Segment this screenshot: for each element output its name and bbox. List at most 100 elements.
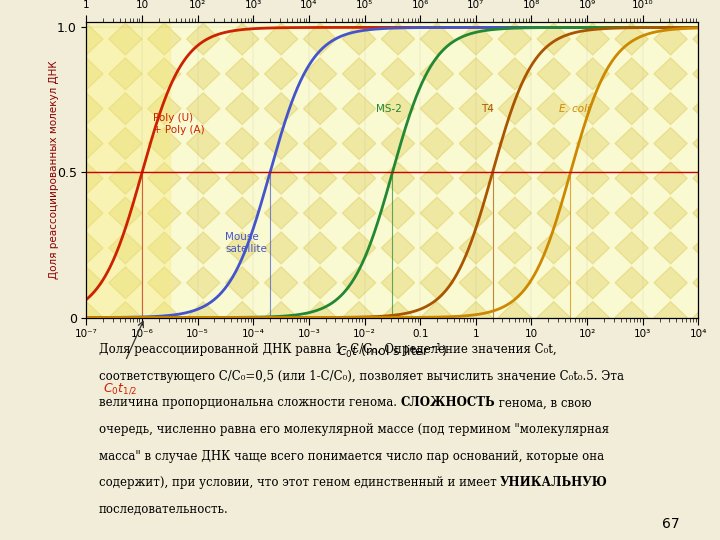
Text: MS-2: MS-2 <box>376 104 402 114</box>
Polygon shape <box>459 58 492 90</box>
Polygon shape <box>186 302 220 334</box>
Polygon shape <box>498 58 531 90</box>
Polygon shape <box>382 197 415 229</box>
Polygon shape <box>148 127 181 159</box>
Polygon shape <box>537 163 570 194</box>
Polygon shape <box>303 93 337 125</box>
Polygon shape <box>225 267 259 299</box>
Polygon shape <box>654 127 688 159</box>
Polygon shape <box>109 302 142 334</box>
Polygon shape <box>382 93 415 125</box>
Polygon shape <box>420 127 454 159</box>
Polygon shape <box>303 267 337 299</box>
Polygon shape <box>576 302 609 334</box>
Polygon shape <box>148 267 181 299</box>
Polygon shape <box>264 127 298 159</box>
Polygon shape <box>342 0 376 20</box>
Polygon shape <box>186 0 220 20</box>
Bar <box>86 22 170 318</box>
Text: E. coli: E. coli <box>559 104 590 114</box>
Polygon shape <box>109 267 142 299</box>
Polygon shape <box>576 0 609 20</box>
Polygon shape <box>70 93 103 125</box>
Polygon shape <box>693 163 720 194</box>
Polygon shape <box>420 58 454 90</box>
Polygon shape <box>225 163 259 194</box>
Polygon shape <box>537 302 570 334</box>
Polygon shape <box>576 58 609 90</box>
Polygon shape <box>225 93 259 125</box>
Polygon shape <box>537 267 570 299</box>
Polygon shape <box>148 0 181 20</box>
Polygon shape <box>382 0 415 20</box>
Polygon shape <box>225 302 259 334</box>
Polygon shape <box>693 197 720 229</box>
Polygon shape <box>498 93 531 125</box>
Polygon shape <box>615 197 648 229</box>
Polygon shape <box>225 232 259 264</box>
Polygon shape <box>303 197 337 229</box>
Polygon shape <box>264 197 298 229</box>
Polygon shape <box>225 23 259 55</box>
Text: очередь, численно равна его молекулярной массе (под термином "молекулярная: очередь, численно равна его молекулярной… <box>99 423 609 436</box>
Polygon shape <box>342 163 376 194</box>
Polygon shape <box>459 0 492 20</box>
Polygon shape <box>70 23 103 55</box>
Polygon shape <box>303 58 337 90</box>
Polygon shape <box>109 127 142 159</box>
Polygon shape <box>70 232 103 264</box>
Polygon shape <box>693 232 720 264</box>
Polygon shape <box>264 232 298 264</box>
Polygon shape <box>576 197 609 229</box>
Polygon shape <box>693 0 720 20</box>
Polygon shape <box>615 232 648 264</box>
Polygon shape <box>342 127 376 159</box>
Polygon shape <box>186 23 220 55</box>
Polygon shape <box>537 58 570 90</box>
Polygon shape <box>109 23 142 55</box>
Polygon shape <box>420 267 454 299</box>
Polygon shape <box>70 58 103 90</box>
Polygon shape <box>342 93 376 125</box>
Polygon shape <box>109 0 142 20</box>
Polygon shape <box>459 267 492 299</box>
Polygon shape <box>459 93 492 125</box>
Polygon shape <box>264 302 298 334</box>
Polygon shape <box>576 93 609 125</box>
Polygon shape <box>148 93 181 125</box>
Polygon shape <box>693 127 720 159</box>
Polygon shape <box>148 232 181 264</box>
Polygon shape <box>459 163 492 194</box>
Polygon shape <box>303 302 337 334</box>
Polygon shape <box>186 197 220 229</box>
Polygon shape <box>342 267 376 299</box>
Polygon shape <box>264 267 298 299</box>
Polygon shape <box>303 163 337 194</box>
Polygon shape <box>225 197 259 229</box>
Polygon shape <box>225 0 259 20</box>
Polygon shape <box>420 0 454 20</box>
Polygon shape <box>654 197 688 229</box>
Text: Mouse
satellite: Mouse satellite <box>225 232 267 254</box>
Polygon shape <box>109 163 142 194</box>
Polygon shape <box>654 267 688 299</box>
Polygon shape <box>264 58 298 90</box>
Polygon shape <box>109 232 142 264</box>
Polygon shape <box>459 197 492 229</box>
Polygon shape <box>693 302 720 334</box>
Polygon shape <box>420 23 454 55</box>
Polygon shape <box>498 197 531 229</box>
Polygon shape <box>264 0 298 20</box>
Polygon shape <box>420 302 454 334</box>
Text: последовательность.: последовательность. <box>99 503 228 516</box>
Polygon shape <box>109 58 142 90</box>
Polygon shape <box>654 302 688 334</box>
Polygon shape <box>615 93 648 125</box>
Polygon shape <box>420 232 454 264</box>
Polygon shape <box>109 93 142 125</box>
Polygon shape <box>342 197 376 229</box>
Polygon shape <box>148 23 181 55</box>
Polygon shape <box>615 23 648 55</box>
Polygon shape <box>615 302 648 334</box>
Polygon shape <box>264 23 298 55</box>
